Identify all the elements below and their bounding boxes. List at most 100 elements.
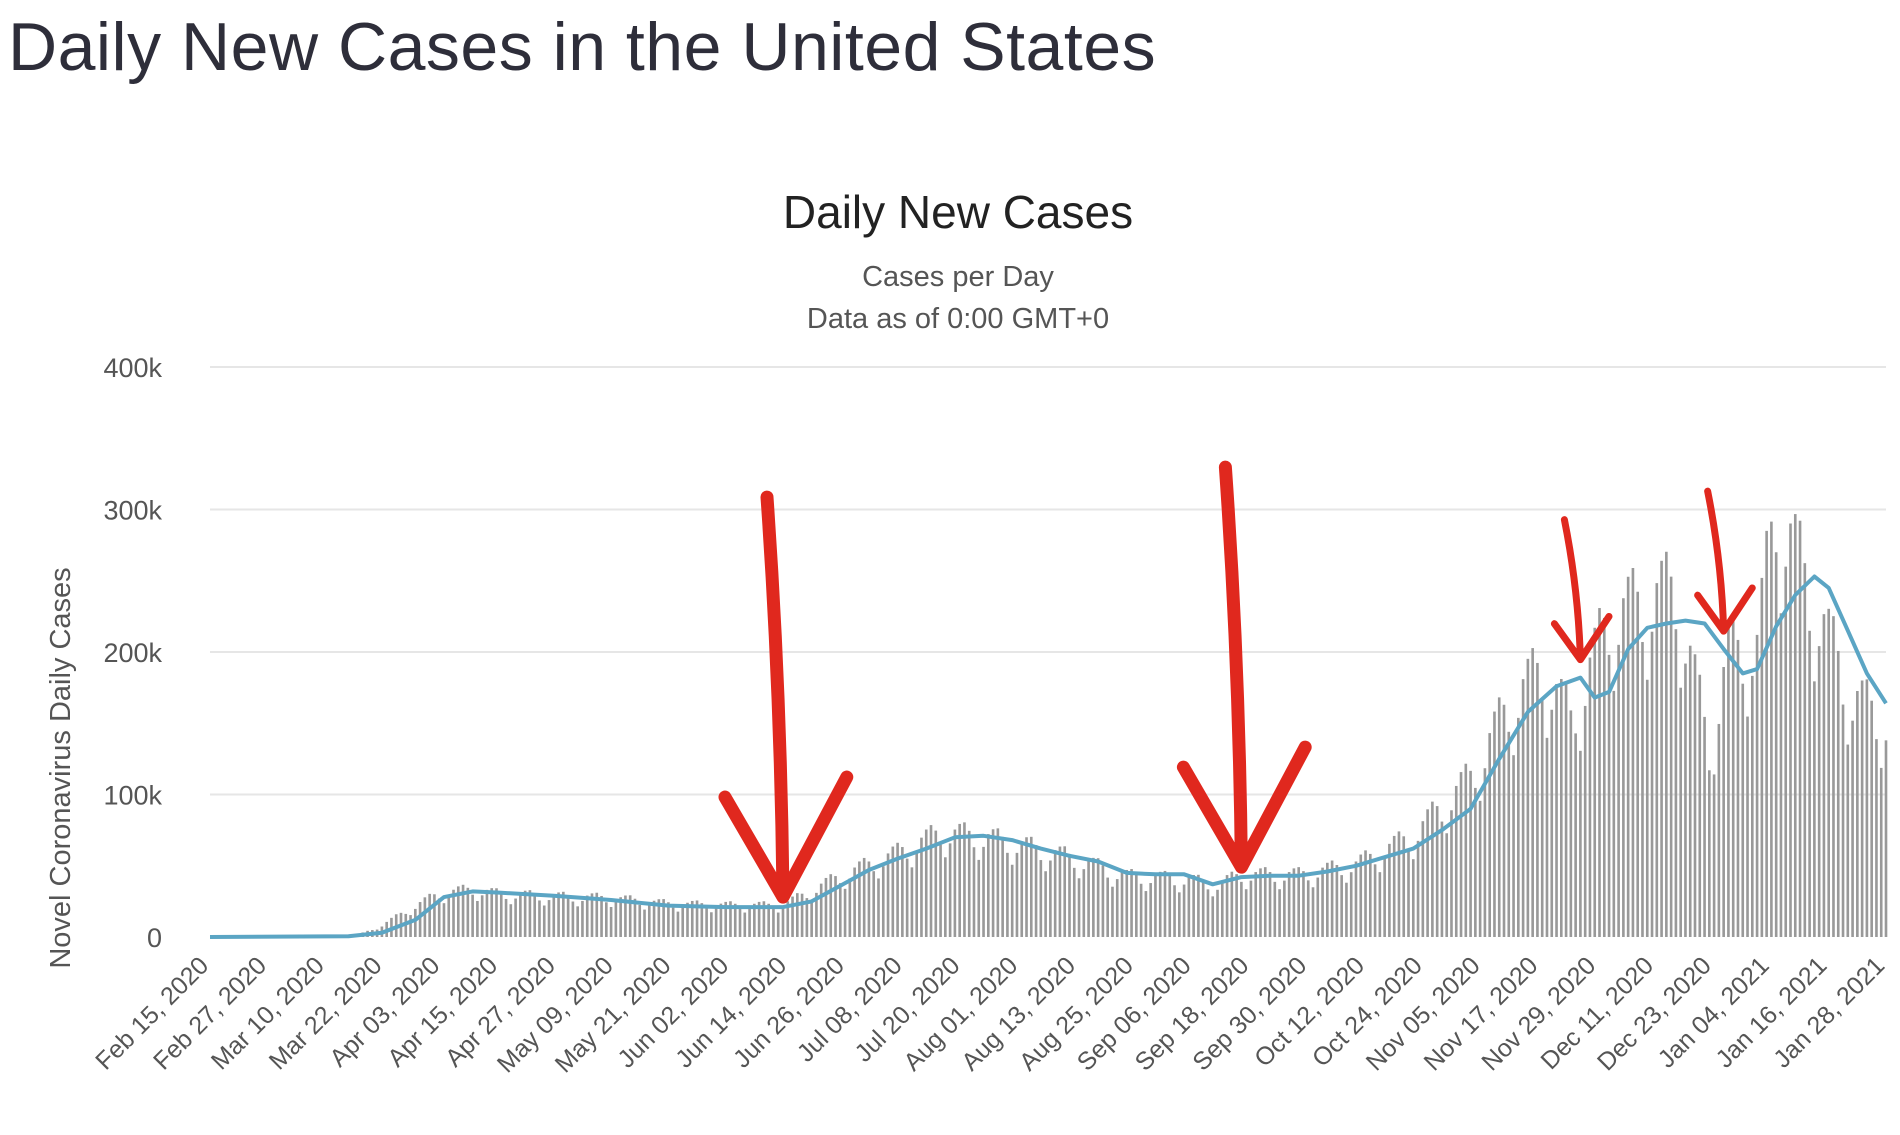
daily-bar — [753, 903, 756, 937]
daily-bar — [1817, 646, 1821, 937]
daily-bar — [1550, 709, 1554, 937]
daily-bar — [958, 823, 961, 937]
daily-bar — [834, 876, 837, 937]
daily-bar — [805, 898, 809, 937]
daily-bar — [963, 822, 966, 937]
daily-bar — [1068, 853, 1071, 937]
daily-bar — [815, 892, 818, 937]
daily-bar — [929, 825, 933, 937]
chart-subtitle-line-1: Cases per Day — [862, 261, 1054, 293]
annotation-arrow — [1694, 487, 1756, 635]
daily-bar — [1617, 644, 1620, 937]
daily-bar — [609, 906, 613, 937]
daily-bar — [934, 830, 938, 937]
daily-bar — [1569, 710, 1573, 937]
daily-bar — [757, 901, 761, 937]
daily-bar — [433, 894, 436, 937]
daily-bar — [762, 901, 766, 937]
daily-bar — [1583, 705, 1587, 937]
daily-bar — [671, 907, 675, 937]
daily-bar — [538, 900, 541, 937]
daily-bar — [504, 898, 508, 937]
daily-bar — [810, 901, 813, 937]
daily-bar — [1383, 858, 1386, 937]
daily-bar — [1822, 614, 1826, 937]
daily-bar — [1173, 885, 1176, 937]
daily-bar — [1760, 577, 1764, 937]
daily-bar — [1426, 809, 1429, 937]
daily-bar — [690, 900, 694, 937]
daily-bar — [1717, 723, 1721, 937]
chart-subtitle-line-2: Data as of 0:00 GMT+0 — [807, 303, 1109, 335]
daily-bar — [1020, 841, 1024, 937]
daily-bar — [1120, 871, 1124, 937]
daily-bar — [605, 902, 608, 937]
daily-bar — [824, 877, 828, 937]
daily-bar — [1211, 896, 1215, 937]
daily-bar — [881, 866, 885, 937]
daily-bar — [977, 859, 981, 937]
daily-bar — [1497, 697, 1501, 937]
daily-bar — [1746, 716, 1749, 937]
daily-bar — [967, 830, 971, 937]
daily-bar — [1559, 678, 1563, 937]
daily-bar — [1029, 836, 1033, 937]
daily-bar — [628, 895, 632, 937]
daily-bar — [1397, 831, 1401, 937]
daily-bar — [1755, 634, 1759, 937]
daily-bar — [614, 902, 618, 937]
daily-bar — [1139, 883, 1143, 937]
daily-bar — [1058, 846, 1062, 937]
daily-bar — [585, 895, 589, 937]
daily-bar — [867, 861, 871, 937]
daily-bar — [1192, 874, 1195, 937]
daily-bar — [624, 895, 627, 937]
daily-bar — [767, 903, 770, 937]
daily-bar — [1125, 869, 1129, 937]
daily-bar — [1512, 755, 1515, 937]
daily-bar — [1321, 867, 1324, 937]
daily-bar — [1579, 750, 1582, 937]
moving-average-line — [209, 574, 1888, 939]
daily-bar — [1187, 877, 1191, 937]
daily-bar — [886, 853, 890, 937]
daily-bar — [576, 906, 579, 937]
daily-bar — [705, 908, 708, 937]
annotation-arrow — [718, 490, 854, 904]
daily-bar — [772, 908, 775, 937]
daily-bar — [428, 893, 431, 937]
daily-bar — [1846, 744, 1850, 937]
daily-bar — [1459, 772, 1463, 937]
daily-bar — [982, 846, 985, 937]
daily-bar — [1292, 868, 1296, 937]
daily-bar — [1464, 763, 1468, 937]
daily-bar — [1774, 552, 1778, 937]
daily-bar — [944, 857, 947, 937]
daily-bar — [896, 842, 899, 937]
daily-bar — [972, 847, 976, 937]
daily-bar — [495, 888, 498, 937]
daily-bar — [1025, 837, 1028, 937]
annotations — [718, 460, 1756, 904]
daily-bar — [1598, 608, 1601, 937]
daily-bar — [490, 888, 494, 937]
daily-bar — [905, 858, 909, 937]
daily-bar — [1836, 650, 1840, 937]
daily-bar — [724, 901, 728, 937]
daily-bar — [581, 900, 584, 937]
daily-bar — [1177, 892, 1181, 937]
daily-bar — [1431, 801, 1434, 937]
daily-bar — [843, 888, 847, 937]
daily-bar — [786, 901, 790, 937]
daily-bar — [1450, 810, 1453, 937]
bars — [213, 514, 1888, 937]
annotation-arrow — [1176, 460, 1312, 874]
y-tick-label: 400k — [103, 353, 162, 383]
daily-bar — [743, 912, 747, 937]
daily-bar — [1645, 679, 1649, 937]
daily-bar — [514, 898, 517, 937]
daily-bar — [1588, 657, 1592, 937]
daily-bar — [681, 907, 685, 937]
